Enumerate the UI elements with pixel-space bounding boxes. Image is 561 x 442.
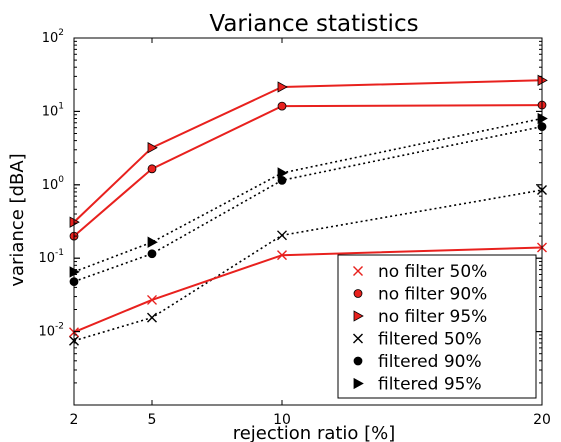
data-point [147,294,157,305]
series-line [73,117,543,273]
series-line [73,104,543,237]
data-point [277,167,288,179]
legend-label: filtered 50% [378,330,482,350]
legend-label: no filter 90% [378,285,487,305]
y-tick-label: 10-1 [38,248,64,266]
data-point [147,236,158,248]
plot-frame [73,37,543,406]
legend-marker [353,356,363,366]
y-tick-label: 100 [42,175,65,193]
series-filtered-95- [69,112,548,278]
legend-label: no filter 95% [378,307,487,327]
data-point [147,249,157,259]
legend-marker [353,289,363,298]
legend-label: filtered 90% [378,352,482,372]
legend-marker [353,266,363,276]
legend-marker [353,333,363,344]
y-axis-label: variance [dBA] [7,153,28,286]
y-tick-label: 101 [42,101,64,119]
chart-title: Variance statistics [209,11,418,37]
legend-label: filtered 95% [378,375,482,395]
data-point [277,230,287,241]
legend-marker [353,377,364,390]
series-no-filter-90- [69,100,547,241]
data-point [147,142,158,154]
data-point [277,101,287,111]
x-tick-label: 5 [148,412,157,428]
series-filtered-50- [69,184,547,346]
series-line [73,125,543,283]
series-line [73,246,543,334]
legend-label: no filter 50% [378,262,487,282]
legend-box [337,254,537,399]
data-point [147,312,157,323]
legend: no filter 50% no filter 90%no filter 95% f… [337,254,537,399]
x-axis-label: rejection ratio [%] [233,423,396,442]
series-no-filter-95- [69,74,548,228]
x-tick-label: 2 [70,412,79,428]
y-tick-label: 102 [42,28,64,46]
legend-marker [353,310,364,322]
series-line [73,79,543,223]
series-line [73,189,543,342]
data-point [277,175,287,185]
data-point [147,164,157,174]
data-point [277,250,287,261]
data-point [277,81,288,93]
y-tick-label: 10-2 [38,322,64,340]
x-tick-label: 20 [533,412,551,428]
x-tick-label: 10 [273,412,291,428]
